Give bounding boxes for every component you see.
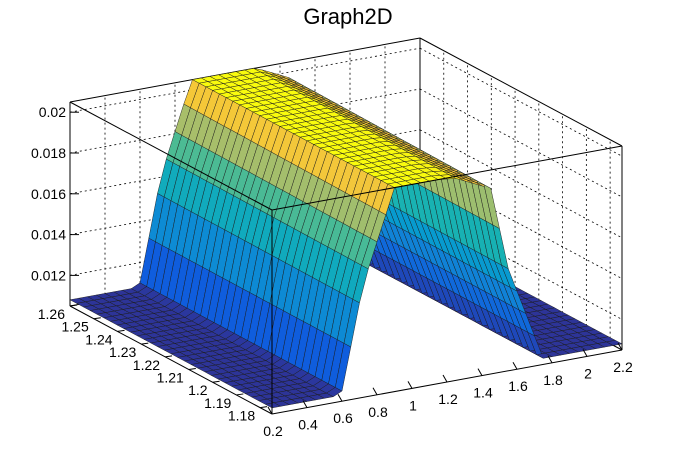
x-tick-label: 1.8 [543, 372, 563, 388]
y-tick [188, 368, 196, 371]
x-axis: 0.2 0.4 0.6 0.8 1 1.2 1.4 1.6 1.8 2 2.2 [263, 342, 633, 439]
x-tick [547, 355, 553, 364]
y-tick [212, 380, 220, 383]
x-tick [442, 374, 448, 383]
y-tick [164, 355, 173, 358]
y-tick-label: 1.19 [204, 395, 231, 411]
frame-edge [271, 145, 623, 211]
y-tick [260, 406, 268, 409]
y-tick [236, 393, 244, 396]
grid-line-z [419, 129, 623, 239]
x-tick [582, 349, 588, 357]
x-tick [617, 342, 623, 351]
y-tick-label: 1.18 [228, 408, 255, 424]
x-tick-label: 0.8 [368, 404, 388, 420]
grid-line-z [419, 211, 623, 320]
grid-line-z [69, 47, 421, 113]
x-tick [407, 381, 413, 389]
surface-mesh [69, 68, 623, 409]
z-tick-label: 0.016 [31, 186, 66, 202]
frame-edge [419, 37, 623, 147]
x-tick-label: 1.6 [508, 378, 528, 394]
y-tick [69, 304, 78, 307]
z-tick-label: 0.02 [39, 104, 66, 120]
frame-front-edges [69, 101, 623, 414]
z-tick-label: 0.012 [31, 267, 66, 283]
y-tick-label: 1.21 [157, 370, 184, 386]
y-tick-label: 1.2 [188, 382, 208, 398]
x-tick-label: 2 [584, 365, 592, 381]
z-axis: 0.012 0.014 0.016 0.018 0.02 [31, 102, 79, 306]
x-tick-label: 1 [409, 397, 417, 413]
x-tick-label: 0.6 [333, 410, 353, 426]
y-axis-line [69, 305, 273, 415]
z-tick-label: 0.018 [31, 145, 66, 161]
x-tick-label: 0.2 [263, 423, 283, 439]
frame-edge [69, 101, 273, 211]
y-tick-label: 1.24 [85, 331, 112, 347]
y-axis: 1.181.191.21.211.221.231.241.251.26 [38, 304, 273, 424]
grid-line-z [69, 88, 421, 154]
x-tick [337, 393, 343, 402]
grid-line-z [419, 88, 623, 198]
y-tick-label: 1.26 [38, 306, 65, 322]
y-tick [141, 342, 149, 345]
x-tick-label: 1.2 [438, 391, 458, 407]
y-tick [117, 329, 125, 332]
y-tick-label: 1.22 [133, 357, 160, 373]
y-tick-label: 1.25 [62, 319, 89, 335]
x-tick-label: 2.2 [613, 359, 633, 375]
y-tick [93, 317, 101, 320]
x-tick [267, 406, 273, 415]
x-tick [372, 387, 378, 396]
x-tick [477, 368, 483, 376]
x-tick-label: 0.4 [298, 417, 318, 433]
grid-line-z [419, 170, 623, 279]
grid-line-z [419, 47, 623, 157]
x-tick [302, 400, 308, 408]
x-tick [512, 361, 518, 370]
z-tick-label: 0.014 [31, 227, 66, 243]
y-tick-label: 1.23 [109, 344, 136, 360]
chart-title: Graph2D [303, 4, 392, 29]
x-tick-label: 1.4 [473, 385, 493, 401]
